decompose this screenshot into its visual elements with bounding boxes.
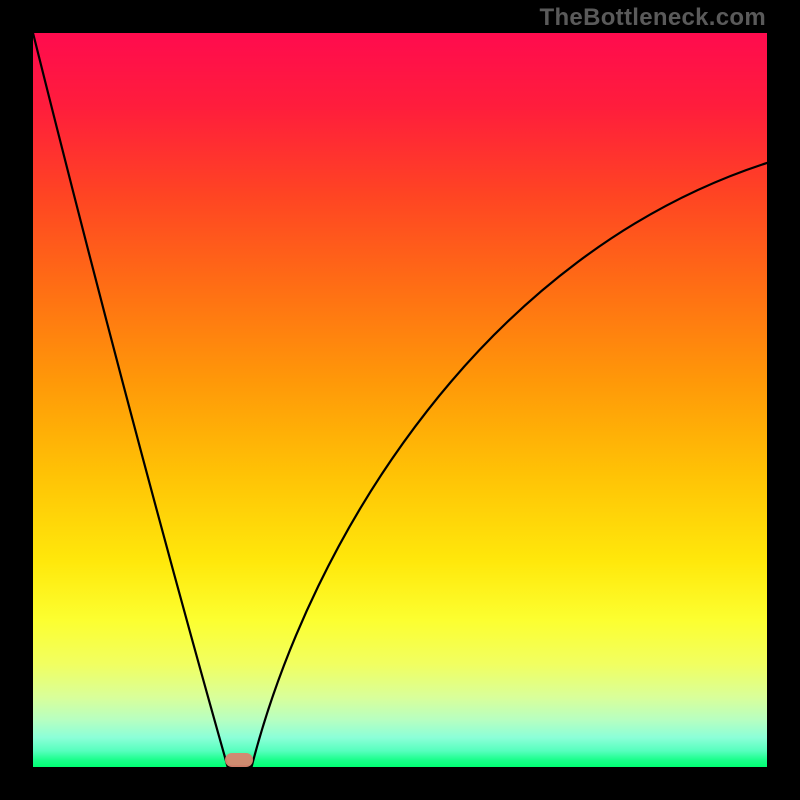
trough-marker bbox=[223, 751, 255, 769]
bottleneck-curve bbox=[33, 33, 767, 767]
watermark-text: TheBottleneck.com bbox=[540, 4, 766, 32]
plot-area bbox=[33, 33, 767, 767]
